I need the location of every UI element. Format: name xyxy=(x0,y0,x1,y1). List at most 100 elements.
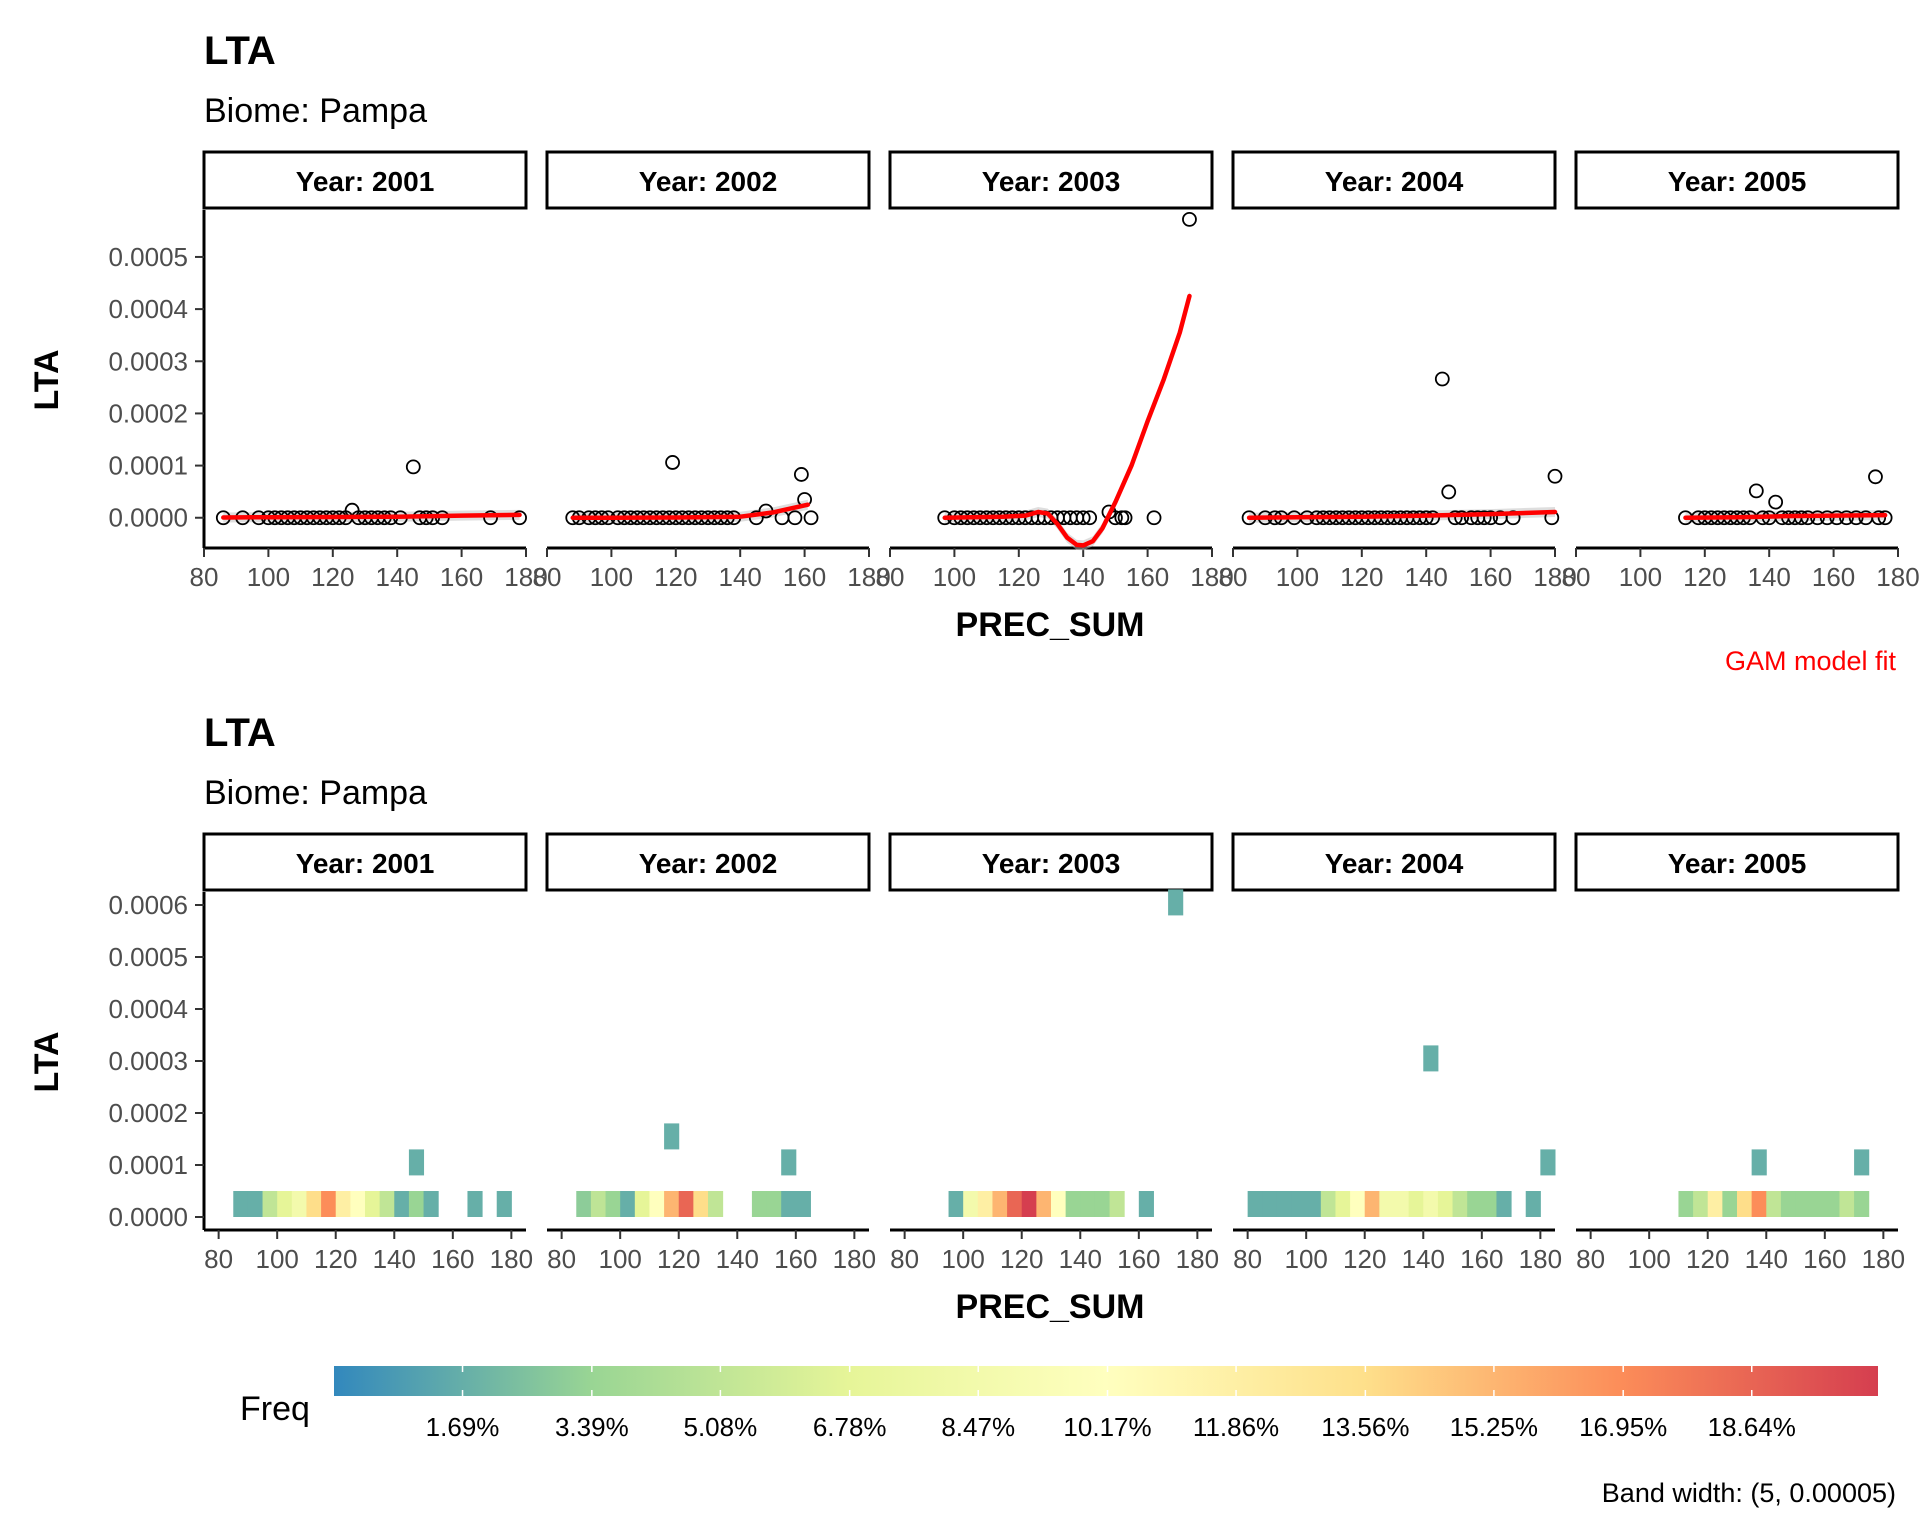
y-tick-label: 0.0003 xyxy=(108,346,188,376)
x-tick-label: 80 xyxy=(204,1244,233,1274)
x-axis-label: PREC_SUM xyxy=(956,606,1145,644)
legend-tick-label: 11.86% xyxy=(1193,1412,1279,1442)
x-tick-label: 80 xyxy=(1233,1244,1262,1274)
heatmap-tile xyxy=(394,1191,410,1217)
data-point xyxy=(1441,484,1457,500)
heatmap-tile xyxy=(1751,1191,1767,1217)
heatmap-tile xyxy=(977,1191,993,1217)
heatmap-tile xyxy=(1839,1191,1855,1217)
gam-fit-line xyxy=(570,502,811,520)
x-tick-label: 120 xyxy=(657,1244,700,1274)
x-tick-label: 180 xyxy=(847,562,890,592)
legend-colorbar xyxy=(334,1366,1878,1396)
legend-tick-label: 5.08% xyxy=(684,1412,758,1442)
heatmap-tile xyxy=(649,1191,665,1217)
data-point xyxy=(1877,510,1893,526)
heatmap-tile xyxy=(306,1191,322,1217)
facet-panel: Year: 2001 80 100 120 140 160 180 xyxy=(190,150,548,592)
data-point xyxy=(1476,510,1492,526)
x-tick-label: 80 xyxy=(876,562,905,592)
gam-fit-line xyxy=(221,512,522,520)
x-axis-label: PREC_SUM xyxy=(956,1288,1145,1326)
data-point xyxy=(1768,494,1784,510)
x-tick-label: 100 xyxy=(255,1244,298,1274)
y-tick-label: 0.0001 xyxy=(108,451,188,481)
y-tick-label: 0.0002 xyxy=(108,1098,188,1128)
heatmap-tile xyxy=(335,1191,351,1217)
facet-strip xyxy=(545,150,871,210)
heatmap-tile xyxy=(262,1191,278,1217)
data-point xyxy=(803,510,819,526)
data-point xyxy=(1547,468,1563,484)
x-tick-label: 160 xyxy=(1126,562,1169,592)
y-tick-label: 0.0001 xyxy=(108,1150,188,1180)
heatmap-tile xyxy=(1780,1191,1797,1217)
x-tick-label: 160 xyxy=(431,1244,474,1274)
heatmap-tile xyxy=(1824,1191,1840,1217)
heatmap-tile xyxy=(1540,1149,1556,1176)
x-tick-label: 140 xyxy=(1745,1244,1788,1274)
x-tick-label: 180 xyxy=(504,562,547,592)
x-tick-label: 140 xyxy=(1405,562,1448,592)
heatmap-tile xyxy=(1291,1191,1307,1217)
legend-tick-label: 10.17% xyxy=(1063,1412,1151,1442)
x-tick-label: 180 xyxy=(490,1244,533,1274)
x-tick-label: 160 xyxy=(1469,562,1512,592)
facet-strip xyxy=(1231,832,1557,892)
facet-panel: Year: 2002 80 100 120 140 160 180 xyxy=(533,150,891,592)
y-axis: 0.0000 0.0001 0.0002 0.0003 0.0004 0.0005 xyxy=(108,210,206,548)
y-tick-label: 0.0004 xyxy=(108,994,188,1024)
x-tick-label: 140 xyxy=(1402,1244,1445,1274)
x-tick-label: 180 xyxy=(1176,1244,1219,1274)
x-tick-label: 160 xyxy=(1812,562,1855,592)
facet-strip-label: Year: 2001 xyxy=(296,848,435,879)
heatmap-tile xyxy=(408,1149,425,1176)
data-point xyxy=(1146,510,1162,526)
heatmap-tile xyxy=(678,1191,694,1217)
facet-panel: Year: 2005 80 100 120 140 160 180 xyxy=(1562,150,1920,592)
data-point xyxy=(1434,371,1450,387)
x-tick-label: 180 xyxy=(1190,562,1233,592)
heatmap-tile xyxy=(1364,1191,1380,1217)
heatmap-tile xyxy=(781,1191,797,1217)
heatmap-tile xyxy=(321,1191,337,1217)
heatmap-tile xyxy=(992,1191,1008,1217)
data-point xyxy=(1082,510,1098,526)
data-point xyxy=(1483,510,1498,526)
data-point xyxy=(1871,510,1887,526)
heatmap-tile xyxy=(1693,1191,1709,1217)
x-tick-label: 80 xyxy=(533,562,562,592)
heatmap-tile xyxy=(1854,1149,1870,1176)
heatmap-tile xyxy=(1350,1191,1366,1217)
heatmap-tile xyxy=(1707,1191,1723,1217)
x-tick-label: 100 xyxy=(598,1244,641,1274)
x-tick-label: 140 xyxy=(1062,562,1105,592)
data-point xyxy=(512,510,527,526)
y-tick-label: 0.0000 xyxy=(108,503,188,533)
x-tick-label: 180 xyxy=(1519,1244,1562,1274)
facet-strip-label: Year: 2001 xyxy=(296,166,435,197)
heatmap-tile xyxy=(1262,1191,1278,1217)
heatmap-tile xyxy=(1481,1191,1497,1217)
legend-tick-label: 15.25% xyxy=(1450,1412,1538,1442)
data-point xyxy=(483,510,498,526)
heatmap-tile xyxy=(408,1191,425,1217)
heatmap-chart: LTA Biome: Pampa Year: 2001 80 100 120 140 16… xyxy=(28,711,1905,1508)
legend-tick-label: 13.56% xyxy=(1321,1412,1409,1442)
chart-title: LTA xyxy=(204,711,276,755)
heatmap-tile xyxy=(1394,1191,1410,1217)
heatmap-tile xyxy=(1423,1191,1439,1217)
data-point xyxy=(1868,469,1883,485)
x-tick-label: 100 xyxy=(941,1244,984,1274)
x-tick-label: 120 xyxy=(1000,1244,1043,1274)
facet-strip-label: Year: 2005 xyxy=(1668,848,1807,879)
data-point xyxy=(1117,510,1133,526)
x-tick-label: 120 xyxy=(311,562,354,592)
legend-tick-label: 8.47% xyxy=(941,1412,1015,1442)
legend-tick-label: 3.39% xyxy=(555,1412,629,1442)
heatmap-tile xyxy=(664,1191,680,1217)
facet-panel: Year: 2001 80 100 120 140 160 180 xyxy=(202,832,533,1274)
heatmap-tile xyxy=(605,1191,621,1217)
data-point xyxy=(405,459,421,475)
